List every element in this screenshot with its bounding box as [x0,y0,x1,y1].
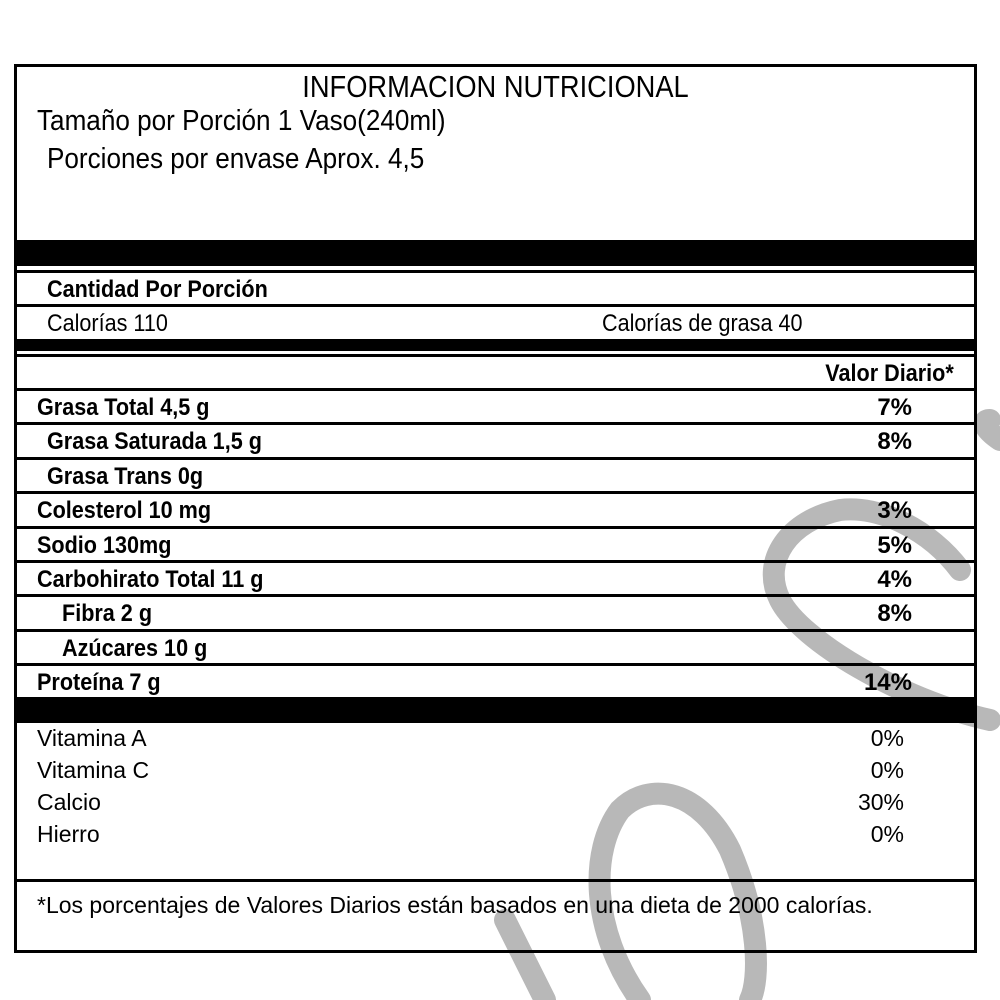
amount-per-serving-row: Cantidad Por Porción [17,273,974,307]
divider [17,560,974,563]
nutrient-row: Grasa Trans 0g [17,460,974,494]
nutrient-name: Grasa Trans 0g [47,462,204,490]
nutrient-daily-value: 14% [863,669,912,697]
nutrient-daily-value: 8% [877,600,912,628]
vitamin-row: Vitamina C 0% [17,757,974,789]
nutrient-name: Colesterol 10 mg [37,497,212,525]
daily-value-header-row: Valor Diario* [17,357,974,391]
nutrient-row: Proteína 7 g 14% [17,666,974,700]
divider [17,950,974,953]
vitamin-daily-value: 0% [870,757,904,783]
divider [17,456,974,460]
serving-size: Tamaño por Porción 1 Vaso(240ml) [37,105,446,137]
nutrient-name: Azúcares 10 g [62,634,208,662]
nutrient-name: Carbohirato Total 11 g [37,566,264,593]
watermark-stroke [494,909,556,1000]
divider [17,594,974,598]
nutrient-row: Sodio 130mg 5% [17,529,974,563]
nutrient-name: Fibra 2 g [62,600,153,628]
nutrient-row: Azúcares 10 g [17,632,974,666]
divider [17,422,974,426]
amount-per-serving: Cantidad Por Porción [47,276,268,303]
divider [17,354,974,357]
nutrient-daily-value: 5% [877,531,912,559]
divider [17,491,974,495]
calories-from-fat: Calorías de grasa 40 [602,310,803,337]
daily-value-header: Valor Diario* [825,360,954,387]
calories-row: Calorías 110 Calorías de grasa 40 [17,307,974,341]
vitamin-name: Vitamina C [37,757,150,783]
vitamin-daily-value: 30% [857,789,904,815]
vitamin-name: Vitamina A [37,725,147,751]
nutrient-name: Proteína 7 g [37,669,161,697]
divider [17,628,974,632]
nutrient-row: Fibra 2 g 8% [17,597,974,631]
divider [17,270,974,273]
nutrient-name: Sodio 130mg [37,531,172,559]
nutrient-daily-value: 3% [877,497,912,525]
nutrient-daily-value: 8% [877,428,912,456]
vitamin-row: Calcio 30% [17,789,974,821]
nutrient-row: Carbohirato Total 11 g 4% [17,563,974,597]
nutrient-name: Grasa Total 4,5 g [37,394,210,421]
divider [17,304,974,307]
divider-medium [17,339,974,351]
label-title: INFORMACION NUTRICIONAL [302,69,689,104]
divider [17,879,974,882]
divider-thick [17,697,974,723]
vitamin-name: Calcio [37,789,101,815]
divider [17,388,974,391]
nutrient-daily-value: 4% [877,566,912,593]
nutrition-facts-label: INFORMACION NUTRICIONAL Tamaño por Porci… [14,64,977,953]
watermark-stroke [762,498,1000,731]
nutrient-daily-value: 7% [877,394,912,421]
vitamin-name: Hierro [37,821,100,847]
watermark-stroke [974,409,1000,451]
nutrient-row: Grasa Total 4,5 g 7% [17,391,974,425]
servings-per-container: Porciones por envase Aprox. 4,5 [47,143,425,175]
vitamin-daily-value: 0% [870,725,904,751]
divider [17,663,974,667]
footnote: *Los porcentajes de Valores Diarios está… [37,892,873,918]
vitamin-row: Vitamina A 0% [17,725,974,757]
nutrient-row: Colesterol 10 mg 3% [17,494,974,528]
nutrient-row: Grasa Saturada 1,5 g 8% [17,425,974,459]
divider [17,525,974,529]
divider-thick [17,240,974,266]
vitamin-daily-value: 0% [870,821,904,847]
calories: Calorías 110 [47,310,168,337]
nutrient-name: Grasa Saturada 1,5 g [47,428,262,456]
watermark-stroke [588,782,767,1000]
vitamin-row: Hierro 0% [17,821,974,853]
